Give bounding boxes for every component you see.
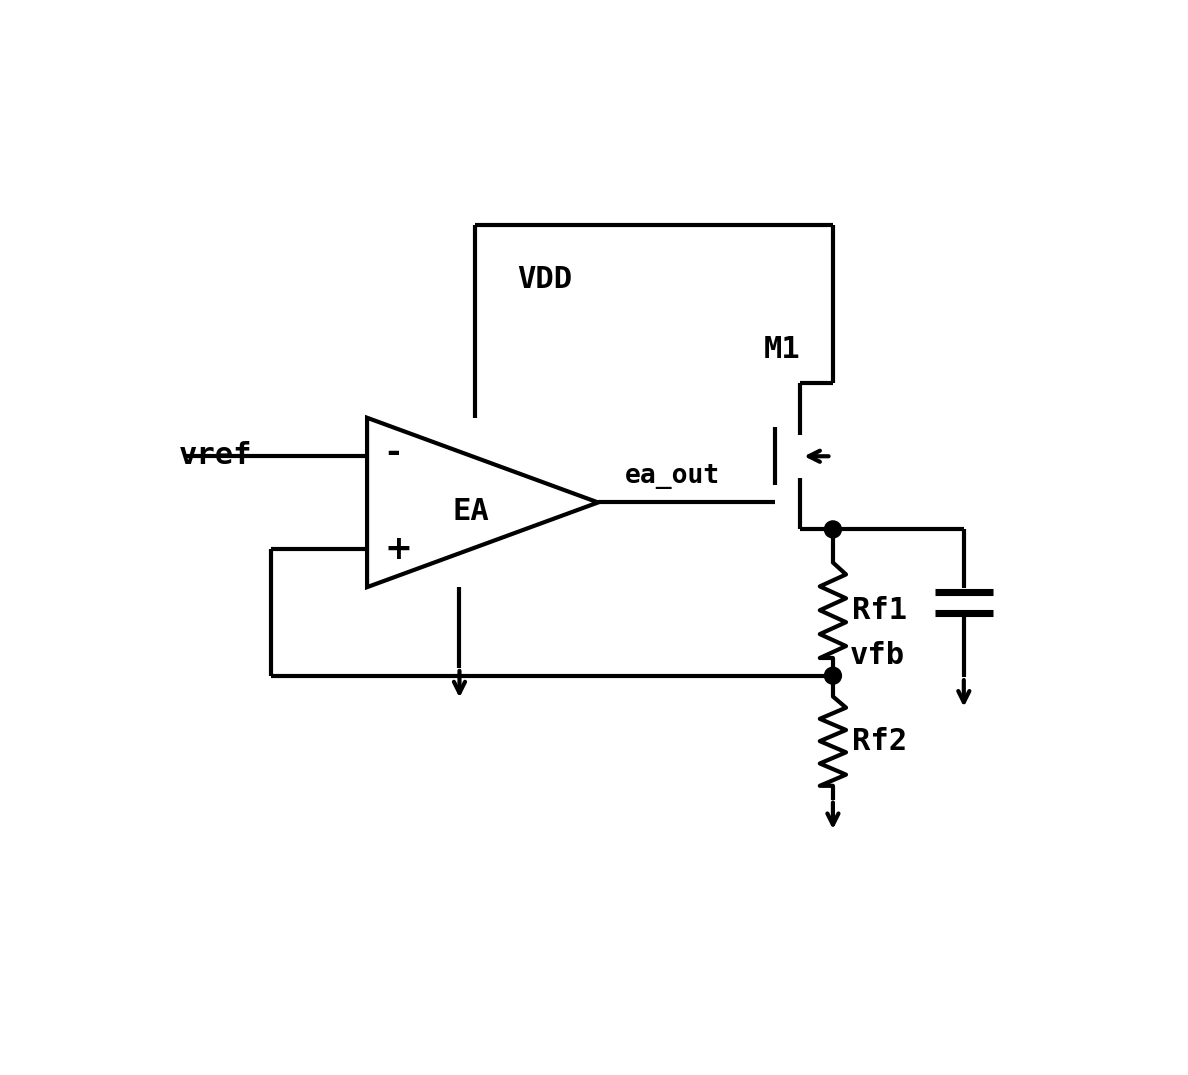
Text: Rf1: Rf1 [852, 596, 908, 625]
Text: vfb: vfb [849, 642, 905, 671]
Text: vref: vref [178, 442, 252, 471]
Text: M1: M1 [764, 334, 801, 363]
Circle shape [824, 521, 841, 538]
Text: EA: EA [453, 498, 489, 526]
Text: +: + [384, 532, 412, 565]
Text: -: - [386, 435, 400, 469]
Circle shape [824, 668, 841, 684]
Text: ea_out: ea_out [625, 462, 720, 489]
Text: VDD: VDD [517, 264, 573, 293]
Text: Rf2: Rf2 [852, 727, 908, 756]
